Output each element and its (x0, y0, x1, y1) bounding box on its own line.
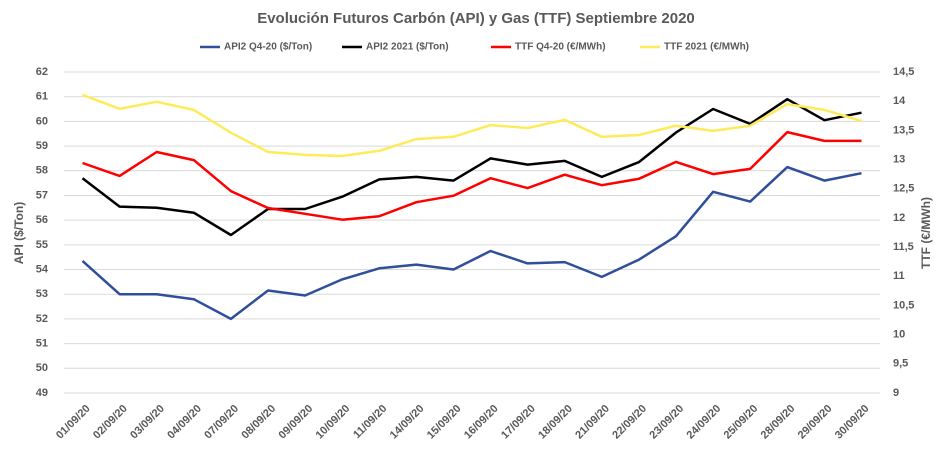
y-tick-label: 54 (36, 263, 49, 275)
y2-tick-label: 14,5 (893, 66, 914, 78)
x-tick-label: 03/09/20 (128, 403, 167, 442)
x-tick-label: 17/09/20 (499, 403, 538, 442)
x-tick-label: 11/09/20 (351, 403, 389, 441)
x-tick-label: 25/09/20 (722, 403, 761, 442)
y-tick-label: 57 (36, 189, 48, 201)
y2-tick-label: 10,5 (893, 299, 914, 311)
series-line (82, 93, 862, 158)
y2-tick-label: 9 (893, 387, 899, 399)
x-tick-label: 08/09/20 (239, 403, 278, 442)
x-tick-label: 04/09/20 (165, 403, 204, 442)
x-tick-label: 28/09/20 (759, 403, 798, 442)
legend-label: TTF 2021 (€/MWh) (664, 42, 749, 53)
y2-tick-label: 10 (893, 329, 905, 341)
y2-tick-label: 13,5 (893, 124, 914, 136)
x-tick-label: 07/09/20 (202, 403, 241, 442)
x-tick-label: 23/09/20 (647, 403, 686, 442)
x-tick-label: 24/09/20 (684, 403, 723, 442)
y-tick-label: 53 (36, 288, 48, 300)
y-tick-label: 55 (36, 239, 48, 251)
y-tick-label: 50 (36, 362, 48, 374)
chart-title: Evolución Futuros Carbón (API) y Gas (TT… (257, 10, 695, 27)
y2-tick-label: 13 (893, 153, 905, 165)
series-line (81, 165, 862, 321)
y2-tick-label: 9,5 (893, 358, 908, 370)
series-line (82, 130, 862, 221)
y-tick-label: 49 (36, 387, 48, 399)
y-tick-label: 60 (36, 115, 48, 127)
x-tick-label: 30/09/20 (833, 403, 872, 442)
y-tick-label: 59 (36, 140, 48, 152)
legend-label: API2 Q4-20 ($/Ton) (224, 42, 312, 53)
y-tick-label: 61 (36, 91, 48, 103)
y2-axis-title: TTF (€/MWh) (919, 197, 933, 269)
y-tick-label: 58 (36, 165, 48, 177)
y-tick-label: 52 (36, 313, 48, 325)
x-tick-label: 29/09/20 (796, 403, 835, 442)
y2-tick-label: 11,5 (893, 241, 914, 253)
y-tick-label: 62 (36, 66, 48, 78)
x-tick-label: 16/09/20 (462, 403, 501, 442)
x-tick-label: 22/09/20 (610, 403, 649, 442)
legend-label: TTF Q4-20 (€/MWh) (515, 42, 606, 53)
x-tick-label: 10/09/20 (314, 403, 353, 442)
y-tick-label: 56 (36, 214, 48, 226)
y2-tick-label: 11 (893, 270, 905, 282)
x-tick-label: 14/09/20 (388, 403, 427, 442)
x-tick-label: 18/09/20 (536, 403, 575, 442)
y-axis-title: API ($/Ton) (12, 202, 26, 264)
x-tick-label: 02/09/20 (91, 403, 130, 442)
x-tick-label: 01/09/20 (54, 403, 93, 442)
y2-tick-label: 12 (893, 212, 905, 224)
y-tick-label: 51 (36, 338, 48, 350)
y2-tick-label: 14 (893, 95, 906, 107)
x-tick-label: 15/09/20 (425, 403, 464, 442)
y2-tick-label: 12,5 (893, 183, 914, 195)
x-tick-label: 21/09/20 (573, 403, 612, 442)
series-line (81, 97, 862, 237)
x-tick-label: 09/09/20 (276, 403, 315, 442)
legend-label: API2 2021 ($/Ton) (366, 42, 449, 53)
